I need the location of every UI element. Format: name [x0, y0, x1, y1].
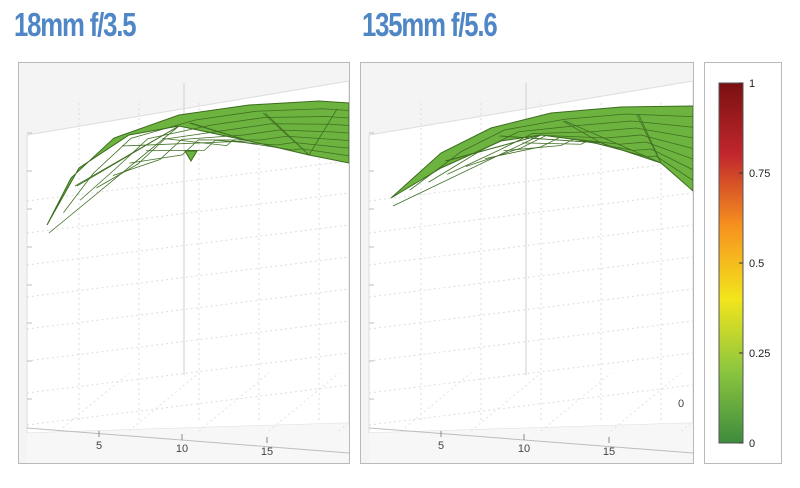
x-axis-line — [368, 427, 693, 454]
surface-plot-svg-18mm: 5 10 15 — [19, 63, 349, 463]
colorbar-tick-label: 0.25 — [749, 348, 770, 360]
mesh-line — [63, 108, 349, 213]
surface-mesh-lines — [392, 113, 693, 207]
mesh-line — [446, 134, 542, 162]
grid-line-horizontal — [26, 192, 349, 234]
mesh-line — [465, 134, 693, 167]
x-tick-label: 15 — [261, 446, 273, 458]
mesh-line — [96, 123, 349, 189]
mesh-line — [162, 137, 349, 156]
surface-mesh-lines — [48, 108, 349, 234]
mesh-line — [112, 129, 349, 176]
grid-line-horizontal — [26, 384, 349, 426]
floor-grid-line — [680, 420, 693, 432]
x-tick-label: 15 — [603, 446, 615, 458]
floor-grid-line — [58, 372, 130, 432]
x-tick-label: 10 — [176, 443, 188, 455]
floor-grid-line — [128, 372, 200, 432]
floor-grid-line — [540, 372, 612, 432]
axes-group: 5 10 15 — [19, 63, 349, 463]
grid-line-horizontal — [26, 256, 349, 298]
x-axis-line — [26, 427, 349, 454]
floor-grid-line — [268, 372, 340, 432]
x-tick-label: 5 — [438, 440, 444, 452]
mesh-line — [392, 134, 542, 207]
mesh-line — [428, 120, 693, 183]
grid-line-horizontal — [26, 288, 349, 330]
surface-plot-svg-135mm: 5 10 15 0 — [361, 63, 693, 463]
grid-line-horizontal — [26, 352, 349, 394]
colorbar-tick-label: 0.75 — [749, 168, 770, 180]
floor — [369, 423, 693, 463]
mesh-line — [190, 122, 250, 142]
floor — [27, 423, 349, 463]
mesh-line — [503, 138, 693, 171]
x-tick-label: 5 — [96, 440, 102, 452]
surface-plot-135mm: 5 10 15 0 — [360, 62, 694, 464]
mesh-line — [638, 114, 662, 164]
surface-mesh — [390, 105, 693, 199]
x-tick-label: 10 — [518, 443, 530, 455]
surface-dip — [184, 150, 198, 162]
floor-grid-line — [470, 372, 542, 432]
mesh-line — [129, 135, 349, 164]
mesh-line — [409, 113, 693, 191]
plot-title-right: 135mm f/5.6 — [362, 6, 498, 43]
mesh-line — [79, 116, 349, 201]
mesh-line — [522, 140, 693, 181]
mesh-line — [145, 139, 349, 152]
colorbar-tick-label: 0 — [749, 438, 755, 450]
grid-line-horizontal — [26, 224, 349, 266]
grid-line-horizontal — [26, 160, 349, 202]
colorbar-svg: 1 0.75 0.5 0.25 0 — [718, 78, 770, 450]
floor-grid-line — [610, 372, 682, 432]
floor-grid-line — [400, 372, 472, 432]
surface-mesh — [46, 100, 349, 226]
mesh-line — [264, 112, 310, 156]
back-wall — [26, 80, 349, 434]
mesh-line — [447, 127, 693, 175]
grid-line-horizontal — [26, 320, 349, 362]
mesh-line — [48, 125, 180, 234]
mesh-line — [484, 136, 693, 160]
mesh-line — [121, 140, 250, 147]
colorbar-panel: 1 0.75 0.5 0.25 0 — [704, 62, 782, 464]
mesh-line — [500, 135, 602, 144]
surface-plot-18mm: 5 10 15 — [18, 62, 350, 464]
floor-grid-line — [198, 372, 270, 432]
colorbar-tick-label: 1 — [749, 78, 755, 90]
colorbar-tick-label: 0.5 — [749, 258, 764, 270]
plot-title-left: 18mm f/3.5 — [14, 6, 137, 43]
z-tick-label: 0 — [678, 398, 684, 410]
